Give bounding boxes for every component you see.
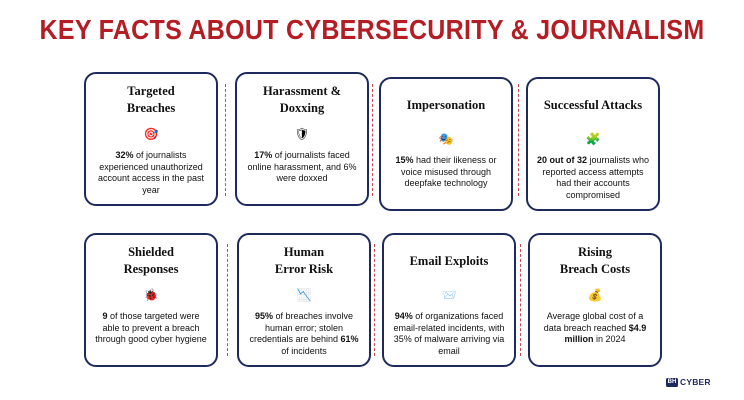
facts-grid: Targeted Breaches 🎯 32% of journalists exp… bbox=[84, 72, 662, 369]
card-heading: Targeted Breaches bbox=[126, 84, 176, 115]
card-heading: Impersonation bbox=[406, 97, 486, 112]
card-stat: 32% bbox=[115, 150, 134, 160]
divider bbox=[372, 84, 373, 196]
card-text: of those targeted were able to prevent a… bbox=[95, 311, 207, 344]
card-heading: Shielded Responses bbox=[123, 245, 179, 276]
card-heading: Rising Breach Costs bbox=[559, 245, 631, 276]
card-stat: 94% bbox=[394, 311, 413, 321]
card-body: 94% of organizations faced email-related… bbox=[384, 311, 514, 357]
divider bbox=[374, 244, 375, 356]
puzzle-piece-icon: 🧩 bbox=[585, 132, 601, 146]
card-stat: 15% bbox=[395, 155, 414, 165]
fact-card-rising-breach-costs: Rising Breach Costs 💰 Average global cost … bbox=[528, 233, 662, 367]
card-heading: Successful Attacks bbox=[543, 97, 643, 112]
card-text: of organizations faced email-related inc… bbox=[393, 311, 505, 356]
card-stat: 17% bbox=[254, 150, 273, 160]
logo-wordmark: CYBER bbox=[680, 377, 711, 387]
fact-card-human-error-risk: Human Error Risk 📉 95% of breaches involve… bbox=[237, 233, 371, 367]
card-stat: 9 bbox=[102, 311, 108, 321]
card-body: 32% of journalists experienced unauthori… bbox=[86, 150, 216, 196]
card-text: journalists who reported access attempts… bbox=[542, 155, 650, 200]
chart-decreasing-icon: 📉 bbox=[296, 288, 312, 302]
fact-card-targeted-breaches: Targeted Breaches 🎯 32% of journalists exp… bbox=[84, 72, 218, 206]
divider bbox=[520, 244, 521, 356]
card-stat: 61% bbox=[340, 334, 359, 344]
card-stat: 20 out of 32 bbox=[536, 155, 587, 165]
brand-logo: BH CYBER bbox=[666, 377, 711, 387]
divider bbox=[225, 84, 226, 196]
card-text: of incidents bbox=[281, 345, 327, 356]
card-text: of journalists faced online harassment, … bbox=[247, 150, 357, 183]
card-heading: Harassment & Doxxing bbox=[262, 84, 342, 115]
divider bbox=[227, 244, 228, 356]
logo-mark: BH bbox=[666, 377, 678, 387]
fact-card-successful-attacks: Successful Attacks 🧩 20 out of 32 journali… bbox=[526, 77, 660, 211]
card-stat: $4.9 million bbox=[564, 322, 647, 345]
card-text: Average global cost of a data breach rea… bbox=[543, 311, 644, 333]
card-stat: 95% bbox=[254, 311, 273, 321]
envelope-icon: 📨 bbox=[441, 288, 457, 302]
card-body: Average global cost of a data breach rea… bbox=[530, 311, 660, 346]
shield-icon: 🛡 bbox=[294, 127, 310, 141]
fact-card-impersonation: Impersonation 🎭 15% had their likeness or … bbox=[379, 77, 513, 211]
card-heading: Human Error Risk bbox=[274, 245, 334, 276]
fact-card-harassment-doxxing: Harassment & Doxxing 🛡 17% of journalists … bbox=[235, 72, 369, 206]
card-body: 95% of breaches involve human error; sto… bbox=[239, 311, 369, 357]
ladybug-icon: 🐞 bbox=[143, 288, 159, 302]
card-heading: Email Exploits bbox=[409, 253, 489, 268]
card-text: of breaches involve human error; stolen … bbox=[249, 311, 354, 344]
card-text: of journalists experienced unauthorized … bbox=[97, 150, 205, 195]
card-text: in 2024 bbox=[593, 334, 626, 344]
card-body: 17% of journalists faced online harassme… bbox=[237, 150, 367, 185]
card-body: 15% had their likeness or voice misused … bbox=[381, 155, 511, 190]
theater-masks-icon: 🎭 bbox=[438, 132, 454, 146]
card-text: had their likeness or voice misused thro… bbox=[400, 155, 497, 188]
fact-card-shielded-responses: Shielded Responses 🐞 9 of those targeted w… bbox=[84, 233, 218, 367]
target-icon: 🎯 bbox=[143, 127, 159, 141]
page-title: KEY FACTS ABOUT CYBERSECURITY & JOURNALI… bbox=[39, 14, 705, 46]
card-body: 9 of those targeted were able to prevent… bbox=[86, 311, 216, 346]
card-body: 20 out of 32 journalists who reported ac… bbox=[528, 155, 658, 201]
divider bbox=[518, 84, 519, 196]
money-bag-icon: 💰 bbox=[587, 288, 603, 302]
fact-card-email-exploits: Email Exploits 📨 94% of organizations face… bbox=[382, 233, 516, 367]
